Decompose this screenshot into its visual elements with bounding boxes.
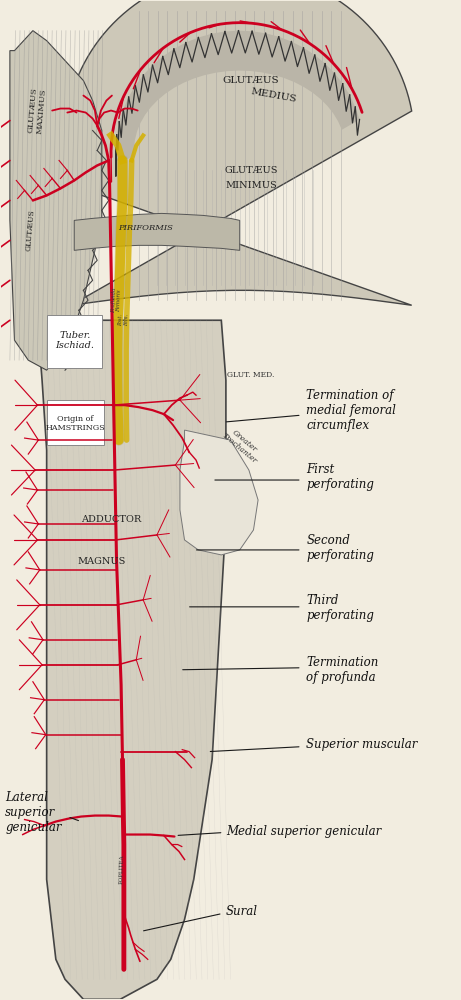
Text: Termination of
medial femoral
circumflex: Termination of medial femoral circumflex [307, 389, 396, 432]
Text: Medial superior genicular: Medial superior genicular [226, 825, 381, 838]
Polygon shape [47, 315, 102, 368]
Text: ADDUCTOR: ADDUCTOR [81, 515, 141, 524]
Text: First
perforating: First perforating [307, 463, 374, 491]
Text: GLUTÆUS: GLUTÆUS [225, 166, 278, 175]
Polygon shape [116, 31, 360, 161]
Polygon shape [180, 430, 258, 555]
Text: MINIMUS: MINIMUS [225, 181, 277, 190]
Text: PIRIFORMIS: PIRIFORMIS [118, 224, 173, 232]
Text: Third
perforating: Third perforating [307, 594, 374, 622]
Text: Second
perforating: Second perforating [307, 534, 374, 562]
Polygon shape [74, 213, 240, 250]
Text: GLUT. MED.: GLUT. MED. [227, 371, 275, 379]
Text: MEDIUS: MEDIUS [250, 87, 298, 104]
Text: Origin of
HAMSTRINGS: Origin of HAMSTRINGS [46, 415, 106, 432]
Polygon shape [37, 320, 226, 999]
Text: MAGNUS: MAGNUS [77, 557, 126, 566]
Text: Termination
of profunda: Termination of profunda [307, 656, 378, 684]
Text: Greater
Trochanter: Greater Trochanter [220, 425, 264, 466]
Text: Superior muscular: Superior muscular [307, 738, 418, 751]
Text: Post.
Fem.: Post. Fem. [118, 314, 130, 326]
Text: GLUTÆUS
MAXIMUS: GLUTÆUS MAXIMUS [27, 87, 48, 134]
Text: GLUTÆUS: GLUTÆUS [25, 209, 36, 251]
Polygon shape [65, 0, 412, 305]
Text: Lateral
superior
genicular: Lateral superior genicular [5, 791, 62, 834]
Polygon shape [10, 31, 102, 370]
Text: POPLITEA: POPLITEA [118, 855, 124, 884]
Text: Sural: Sural [226, 905, 258, 918]
Text: GLUTÆUS: GLUTÆUS [223, 76, 279, 85]
Text: Tuber.
Ischiad.: Tuber. Ischiad. [56, 331, 95, 350]
Polygon shape [47, 400, 104, 445]
Text: Profunda
Femoris: Profunda Femoris [111, 287, 122, 313]
